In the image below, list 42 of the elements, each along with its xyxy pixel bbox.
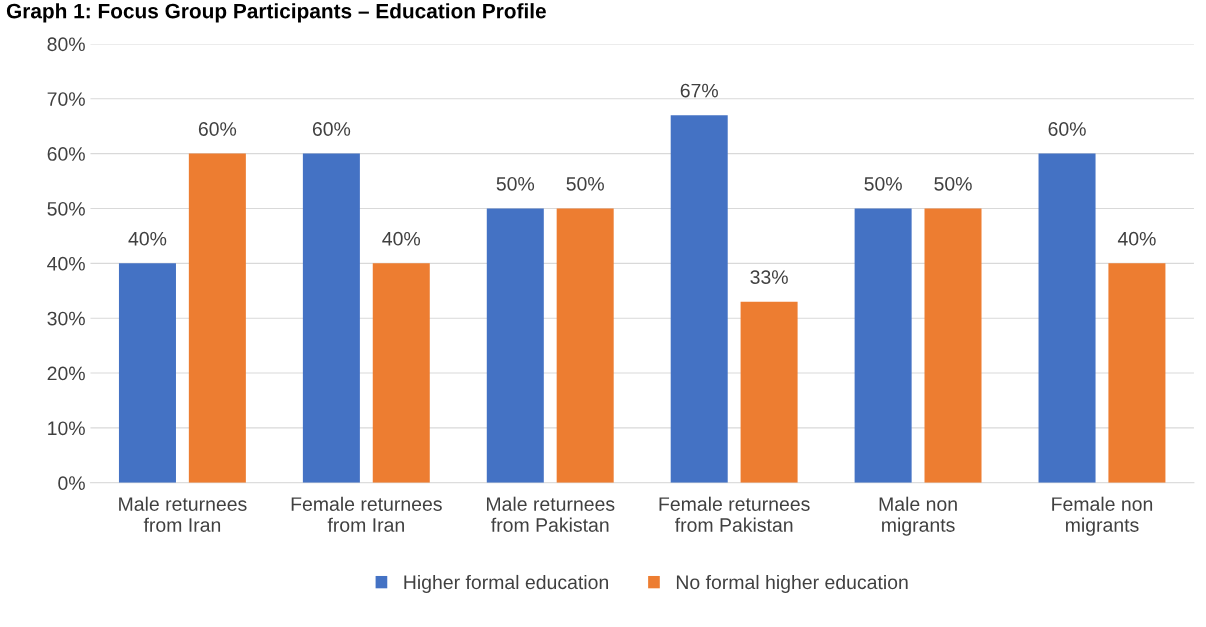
y-tick-label: 60% — [47, 147, 85, 161]
data-label: 40% — [1117, 231, 1156, 246]
bar — [372, 263, 430, 483]
x-tick-label: Female returnees from Pakistan — [659, 496, 810, 532]
chart-title: Graph 1: Focus Group Participants – Education Profile — [6, 3, 546, 23]
y-tick-label: 20% — [47, 366, 85, 381]
data-label: 50% — [566, 176, 604, 191]
data-label: 50% — [864, 176, 902, 191]
bar — [188, 153, 246, 483]
x-tick-label: Male returnees from Pakistan — [486, 496, 615, 532]
bar — [740, 301, 798, 483]
bar — [1108, 263, 1166, 483]
bar — [924, 208, 982, 483]
y-tick-label: 0% — [58, 476, 85, 491]
y-tick-label: 80% — [47, 37, 85, 52]
bar — [854, 208, 912, 483]
data-label: 40% — [128, 231, 167, 246]
data-label: 33% — [750, 270, 788, 285]
x-tick-label: Male returnees from Iran — [119, 496, 247, 532]
bar — [556, 208, 614, 483]
bar — [1038, 153, 1096, 483]
data-label: 60% — [1048, 122, 1086, 136]
legend-label: No formal higher education — [676, 574, 908, 594]
data-label: 40% — [382, 231, 421, 246]
y-tick-label: 50% — [47, 201, 85, 216]
data-label: 67% — [680, 83, 718, 98]
bar — [302, 153, 360, 483]
y-tick-label: 10% — [48, 421, 85, 436]
data-label: 60% — [198, 122, 237, 136]
x-tick-label: Male non migrants — [879, 496, 957, 536]
bar — [486, 208, 544, 483]
y-tick-label: 70% — [47, 92, 85, 106]
y-tick-label: 40% — [47, 256, 85, 271]
data-label: 50% — [496, 176, 535, 191]
x-tick-label: Female returnees from Iran — [291, 496, 442, 532]
data-label: 60% — [312, 122, 351, 136]
y-tick-label: 30% — [47, 311, 85, 326]
legend-label: Higher formal education — [404, 574, 608, 594]
x-tick-label: Female non migrants — [1052, 496, 1153, 536]
data-label: 50% — [934, 176, 972, 191]
bar — [670, 115, 728, 483]
bar — [118, 263, 176, 483]
